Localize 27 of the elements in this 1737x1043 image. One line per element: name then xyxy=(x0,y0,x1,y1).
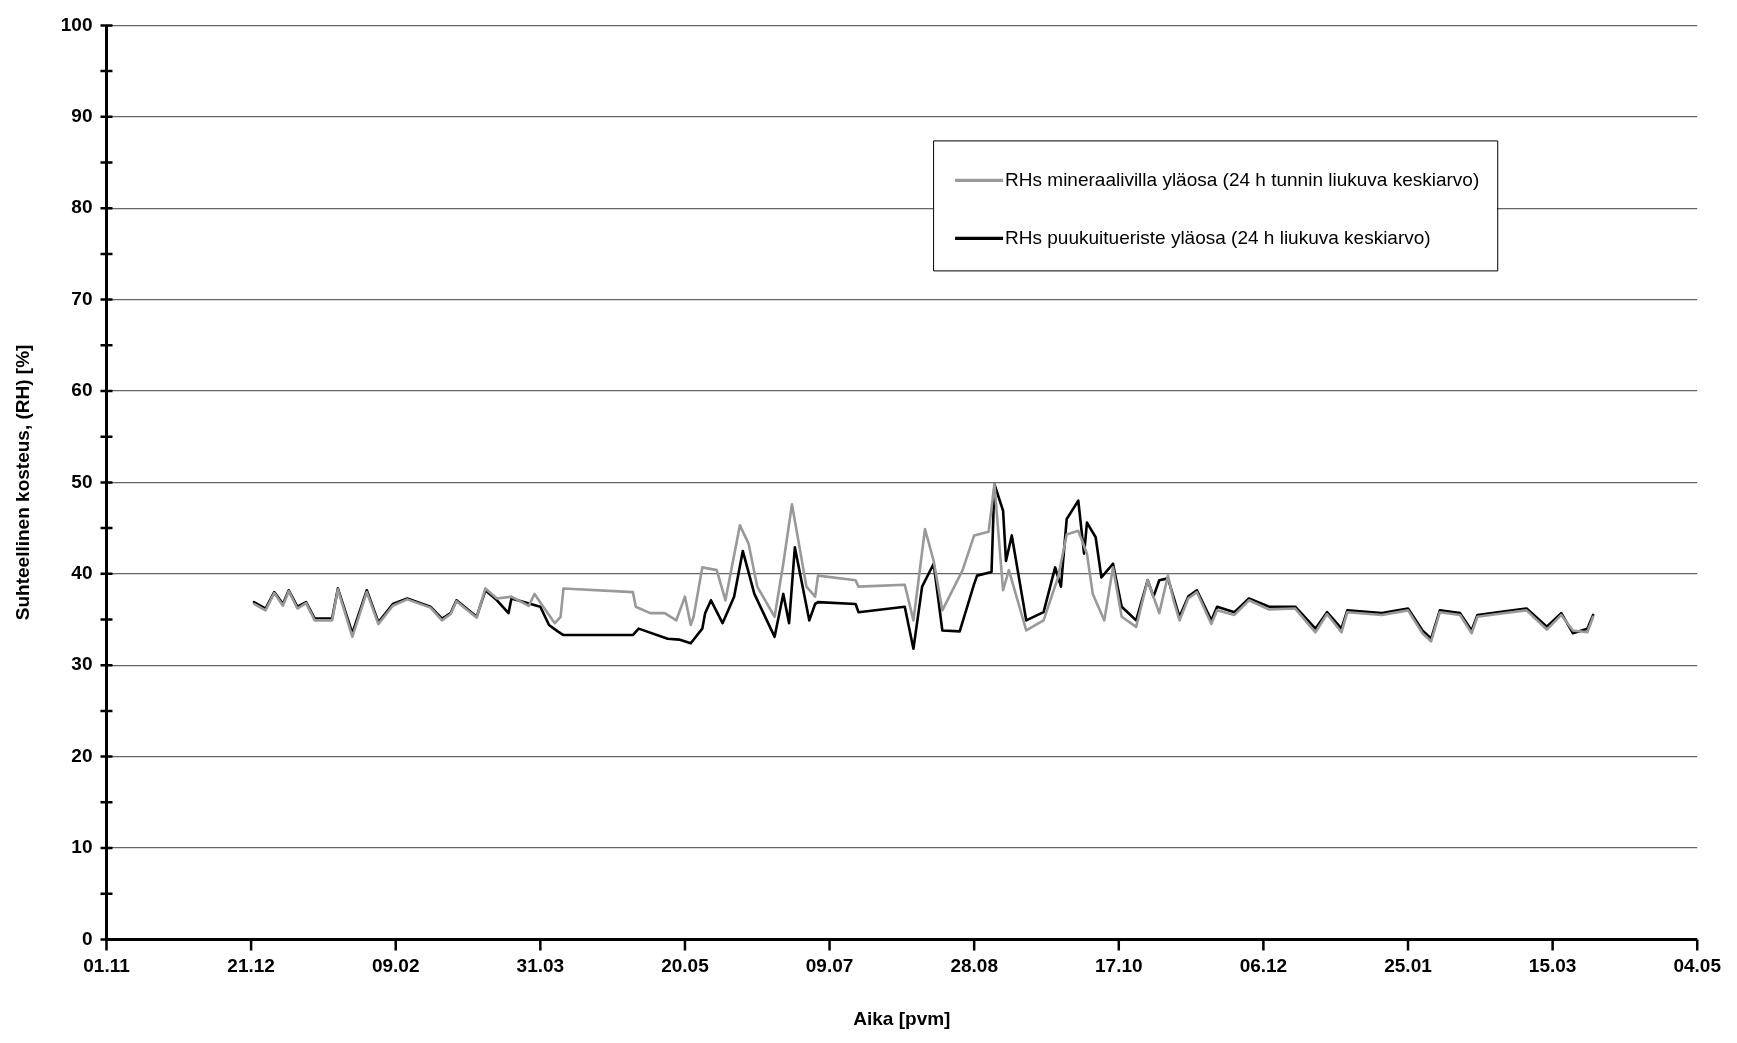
x-tick-label: 04.05 xyxy=(1673,955,1722,977)
y-tick-label: 40 xyxy=(71,562,93,584)
x-tick-label: 28.08 xyxy=(950,955,998,977)
y-tick-label: 10 xyxy=(71,836,93,858)
x-tick-label: 01.11 xyxy=(83,955,131,977)
legend-label: RHs puukuitueriste yläosa (24 h liukuva keskiarvo) xyxy=(1005,226,1431,248)
y-tick-label: 0 xyxy=(81,927,93,949)
x-tick-label: 09.02 xyxy=(371,955,420,977)
x-tick-label: 20.05 xyxy=(661,955,710,977)
x-tick-label: 25.01 xyxy=(1384,955,1433,977)
x-axis-title: Aika [pvm] xyxy=(853,1007,951,1029)
y-tick-label: 20 xyxy=(71,744,93,766)
y-tick-label: 90 xyxy=(71,105,93,127)
y-tick-label: 70 xyxy=(71,287,93,309)
y-tick-label: 50 xyxy=(71,470,93,492)
x-tick-label: 15.03 xyxy=(1528,955,1577,977)
legend-label: RHs mineraalivilla yläosa (24 h tunnin liukuva keskiarvo) xyxy=(1005,168,1480,190)
x-tick-label: 09.07 xyxy=(805,955,854,977)
y-tick-label: 60 xyxy=(71,379,93,401)
x-tick-label: 06.12 xyxy=(1239,955,1288,977)
x-tick-label: 21.12 xyxy=(227,955,275,977)
x-tick-label: 17.10 xyxy=(1095,955,1143,977)
x-tick-label: 31.03 xyxy=(516,955,565,977)
y-tick-label: 80 xyxy=(71,196,93,218)
y-axis-title: Suhteellinen kosteus, (RH) [%] xyxy=(11,344,33,621)
y-tick-label: 30 xyxy=(71,653,93,675)
y-tick-label: 100 xyxy=(60,13,93,35)
